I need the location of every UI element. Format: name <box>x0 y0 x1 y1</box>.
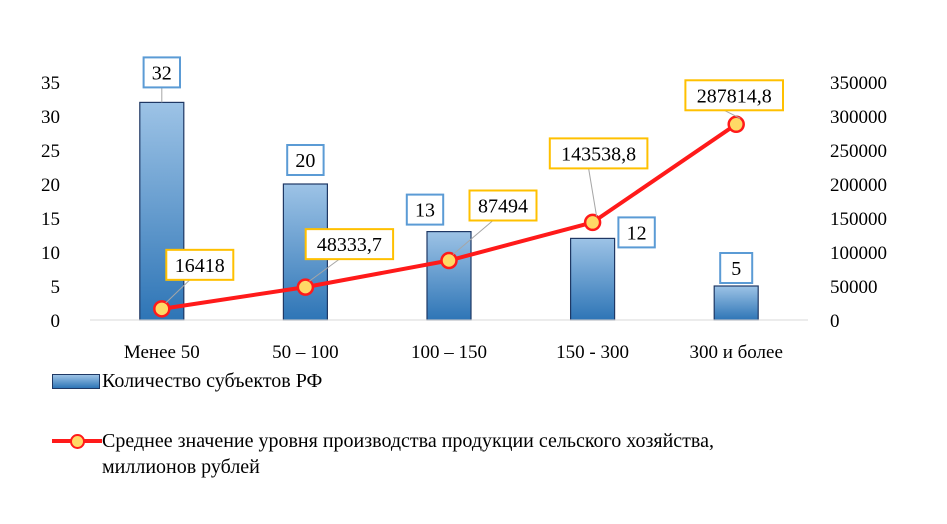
legend-line-swatch <box>52 428 102 454</box>
line-data-label-box <box>304 228 395 261</box>
legend-item-bars: Количество субъектов РФ <box>52 368 322 394</box>
category-label: 300 и более <box>689 342 782 360</box>
line-data-label-group: 48333,7 <box>304 228 395 261</box>
category-label: 100 – 150 <box>411 342 487 360</box>
line-label-leader <box>452 220 494 255</box>
left-axis-tick-label: 0 <box>51 311 61 332</box>
bar-data-label: 5 <box>731 258 741 280</box>
bar <box>139 101 185 321</box>
legend-line-label: Среднее значение уровня производства про… <box>102 428 714 480</box>
line-marker <box>153 300 171 318</box>
line-data-label-group: 143538,8 <box>548 137 649 170</box>
line-data-labels: 16418 48333,7 87494 143538,8 287814,8 <box>165 79 785 304</box>
left-axis-tick-label: 10 <box>41 243 60 264</box>
line-data-label-box <box>165 248 235 281</box>
left-axis-tick-label: 20 <box>41 175 60 196</box>
line-data-label: 143538,8 <box>561 143 636 165</box>
bar <box>569 237 616 321</box>
line-label-leader <box>588 168 598 217</box>
line-marker <box>440 251 458 270</box>
bar-data-label-group: 32 <box>142 56 182 89</box>
category-label: Менее 50 <box>124 342 200 360</box>
line-data-label-box <box>684 79 785 112</box>
left-axis-tick-label: 5 <box>51 277 61 298</box>
right-axis-tick-label: 100000 <box>830 243 887 264</box>
line-data-label-box <box>468 189 538 222</box>
bar-data-label: 13 <box>415 200 435 222</box>
right-axis-tick-label: 250000 <box>830 141 887 162</box>
bar-data-label-box <box>286 144 325 176</box>
left-axis-tick-label: 30 <box>41 107 60 128</box>
line-data-label: 48333,7 <box>317 234 382 256</box>
category-label: 150 - 300 <box>556 342 629 360</box>
right-axis-tick-label: 300000 <box>830 107 887 128</box>
legend-item-line: Среднее значение уровня производства про… <box>52 428 714 480</box>
bar <box>713 285 759 321</box>
right-axis-tick-label: 0 <box>830 311 840 332</box>
line-marker <box>583 213 602 232</box>
line-data-label-group: 287814,8 <box>684 79 785 112</box>
left-axis-tick-label: 35 <box>41 73 60 94</box>
legend-bar-swatch <box>52 373 100 389</box>
bar-data-label-box <box>405 193 445 226</box>
line-data-label-group: 87494 <box>468 189 538 222</box>
right-axis-tick-label: 350000 <box>830 73 887 94</box>
line-label-leader <box>165 279 191 304</box>
bar <box>426 231 472 321</box>
combo-chart: 0 5 10 15 20 25 30 35 0 50000 100000 150000 200000 2… <box>41 56 887 360</box>
bar-data-label-box <box>719 252 754 284</box>
left-y-axis: 0 5 10 15 20 25 30 35 <box>41 73 60 332</box>
right-axis-tick-label: 150000 <box>830 209 887 230</box>
bar-data-label-box <box>142 56 182 89</box>
category-label: 50 – 100 <box>272 342 339 360</box>
bar-data-label-group: 5 <box>719 252 754 284</box>
bar-data-label-group: 20 <box>286 144 325 176</box>
right-axis-tick-label: 50000 <box>830 277 878 298</box>
line-data-label-group: 16418 <box>165 248 235 281</box>
bar-data-label: 12 <box>627 222 647 244</box>
legend-bar-label: Количество субъектов РФ <box>102 370 323 392</box>
line-label-leader <box>723 109 741 119</box>
left-axis-tick-label: 15 <box>41 209 60 230</box>
line-data-label: 87494 <box>478 196 528 218</box>
legend-line-label-line2: миллионов рублей <box>102 456 260 478</box>
line-data-label-box <box>548 137 649 170</box>
bar-series <box>139 101 759 321</box>
line-data-label: 16418 <box>175 255 225 277</box>
line-label-leader <box>309 258 340 282</box>
left-axis-tick-label: 25 <box>41 141 60 162</box>
line-data-label: 287814,8 <box>697 85 772 107</box>
right-axis-tick-label: 200000 <box>830 175 887 196</box>
bar-data-label-group: 13 <box>405 193 445 226</box>
line-marker <box>296 278 315 296</box>
bar-data-label: 32 <box>152 62 172 84</box>
x-axis-categories: Менее 50 50 – 100 100 – 150 150 - 300 300 и … <box>124 342 783 360</box>
legend-line-label-line1: Среднее значение уровня производства про… <box>102 430 714 452</box>
line-marker <box>727 115 745 134</box>
bar-data-label-group: 12 <box>617 216 656 249</box>
bar-data-label: 20 <box>295 150 315 172</box>
bar-data-label-box <box>617 216 656 249</box>
right-y-axis: 0 50000 100000 150000 200000 250000 300000 3500… <box>830 73 887 332</box>
bar-data-labels: 32 20 13 12 5 <box>142 56 754 284</box>
line-series <box>153 115 745 318</box>
